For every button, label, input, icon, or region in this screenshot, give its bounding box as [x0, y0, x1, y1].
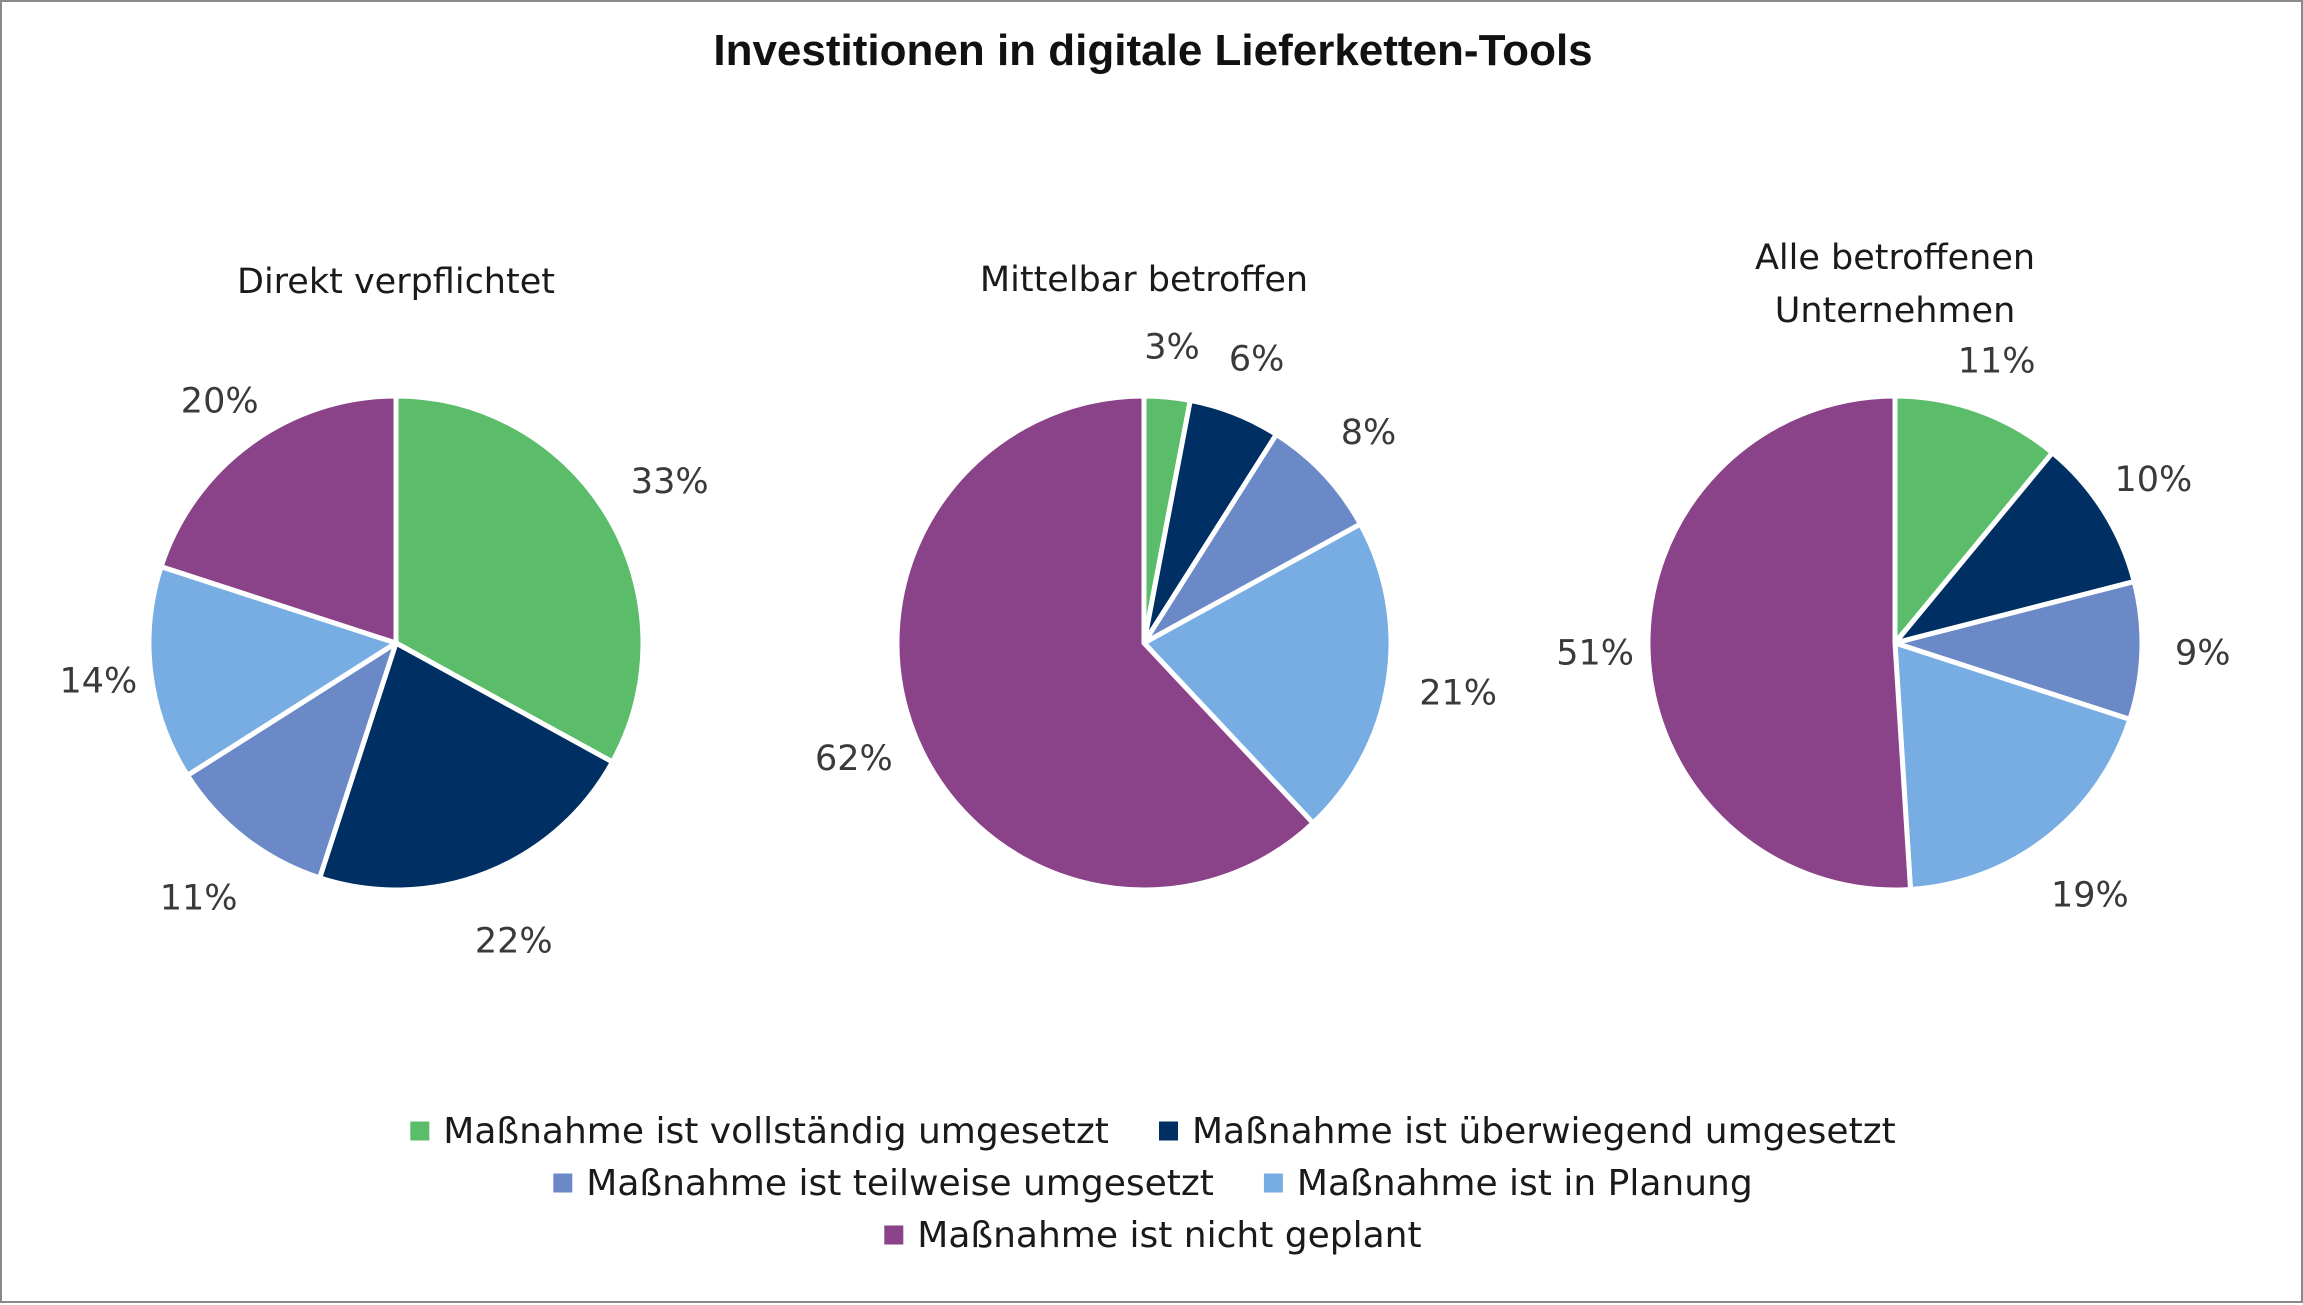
pie-slice: [184, 640, 399, 881]
pie-slice: [1141, 431, 1363, 646]
data-label: 20%: [181, 381, 259, 421]
legend-item: Maßnahme ist in Planung: [1263, 1163, 1753, 1204]
legend-swatch: [1159, 1121, 1178, 1141]
legend-swatch: [884, 1225, 904, 1245]
pie-slice: [146, 564, 399, 778]
pies-group: Direkt verpflichtet 33% 22% 11% 14% 20% Mittel…: [60, 238, 2231, 962]
data-label: 21%: [1419, 674, 1497, 714]
legend-item: Maßnahme ist nicht geplant: [884, 1215, 1422, 1256]
data-label: 22%: [475, 922, 553, 962]
data-label: 14%: [60, 662, 138, 702]
pie-slice: [1645, 393, 1914, 893]
legend-item: Maßnahme ist überwiegend umgesetzt: [1159, 1111, 1896, 1152]
legend-swatch: [1263, 1173, 1283, 1193]
data-label: 9%: [2175, 634, 2231, 674]
pie-slice: [894, 393, 1316, 893]
pie-slice: [393, 393, 646, 765]
pie-chart-3: Alle betroffenen Unternehmen 11% 10% 9% 19% 51…: [1556, 238, 2230, 915]
pie-title: Mittelbar betroffen: [980, 260, 1308, 300]
legend-label: Maßnahme ist in Planung: [1297, 1163, 1753, 1204]
legend-label: Maßnahme ist nicht geplant: [917, 1215, 1421, 1256]
pie-title: Unternehmen: [1775, 291, 2016, 331]
pie-title: Alle betroffenen: [1755, 238, 2035, 278]
pie-title: Direkt verpflichtet: [237, 262, 555, 302]
pie-slice: [1892, 393, 2055, 646]
data-label: 3%: [1144, 327, 1200, 367]
legend-row: Maßnahme ist nicht geplant: [884, 1215, 1422, 1256]
legend-label: Maßnahme ist überwiegend umgesetzt: [1192, 1111, 1896, 1152]
pie-slice: [1141, 521, 1394, 826]
legend: Maßnahme ist vollständig umgesetzt Maßnah…: [410, 1111, 1896, 1256]
legend-item: Maßnahme ist teilweise umgesetzt: [553, 1163, 1214, 1204]
data-label: 11%: [160, 878, 238, 918]
pie-slice: [1892, 579, 2145, 722]
data-label: 51%: [1556, 633, 1634, 673]
pie-slice: [317, 640, 615, 893]
data-label: 33%: [631, 462, 709, 502]
legend-swatch: [410, 1121, 430, 1141]
pie-chart-2: Mittelbar betroffen 3% 6% 8% 21% 62%: [815, 260, 1497, 893]
legend-label: Maßnahme ist vollständig umgesetzt: [443, 1111, 1109, 1152]
data-label: 62%: [815, 739, 893, 779]
data-label: 19%: [2051, 875, 2129, 915]
legend-row: Maßnahme ist teilweise umgesetzt Maßnahme…: [553, 1163, 1753, 1204]
data-label: 11%: [1958, 342, 2036, 382]
pie-chart-1: Direkt verpflichtet 33% 22% 11% 14% 20%: [60, 262, 709, 962]
legend-item: Maßnahme ist vollständig umgesetzt: [410, 1111, 1109, 1152]
data-label: 10%: [2115, 460, 2193, 500]
data-label: 8%: [1341, 413, 1397, 453]
pie-slice: [158, 393, 399, 646]
chart-title: Investitionen in digitale Lieferketten-T…: [713, 26, 1592, 75]
pie-slice: [1892, 640, 2133, 893]
legend-swatch: [553, 1173, 573, 1193]
legend-row: Maßnahme ist vollständig umgesetzt Maßnah…: [410, 1111, 1896, 1152]
legend-label: Maßnahme ist teilweise umgesetzt: [586, 1163, 1214, 1204]
data-label: 6%: [1229, 340, 1285, 380]
